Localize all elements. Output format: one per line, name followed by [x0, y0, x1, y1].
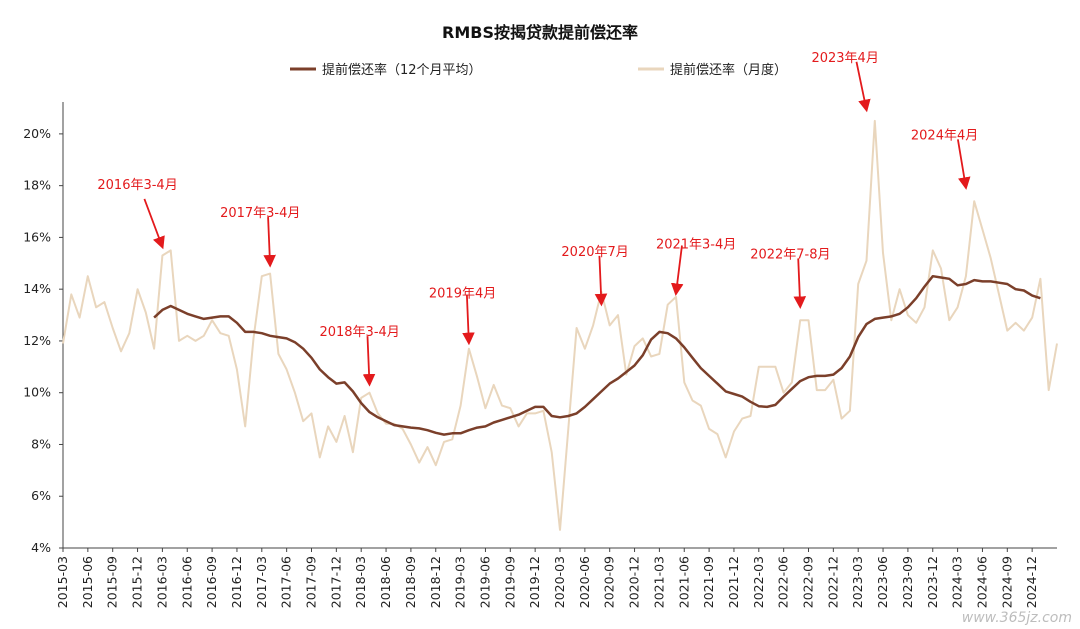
x-tick-label: 2016-03	[154, 556, 169, 608]
x-tick-label: 2021-03	[651, 556, 666, 608]
annotation-arrow	[362, 336, 376, 387]
x-tick-label: 2015-03	[55, 556, 70, 608]
x-tick-label: 2018-12	[428, 556, 443, 608]
x-tick-label: 2021-06	[676, 556, 691, 608]
x-tick-label: 2019-09	[502, 556, 517, 608]
series-line-monthly	[62, 119, 1058, 531]
annotation-arrow	[594, 255, 608, 307]
x-tick-label: 2021-12	[726, 556, 741, 608]
x-tick-label: 2016-09	[204, 556, 219, 608]
x-tick-label: 2015-12	[130, 556, 145, 608]
annotation-label: 2023年4月	[811, 51, 878, 66]
watermark: www.365jz.com	[962, 610, 1072, 626]
y-tick-label: 8%	[31, 436, 51, 451]
annotation-label: 2024年4月	[911, 128, 978, 143]
x-tick-label: 2019-12	[527, 556, 542, 608]
annotation-label: 2017年3-4月	[220, 206, 300, 221]
y-tick-label: 12%	[23, 333, 51, 348]
annotation-arrow	[263, 217, 276, 268]
annotation-label: 2018年3-4月	[319, 325, 399, 340]
x-tick-label: 2022-12	[825, 556, 840, 608]
legend-label-monthly: 提前偿还率（月度）	[670, 62, 787, 78]
annotation-arrow	[670, 245, 684, 297]
x-tick-label: 2019-03	[453, 556, 468, 608]
x-tick-label: 2015-09	[105, 556, 120, 608]
x-tick-label: 2018-06	[378, 556, 393, 608]
annotation-arrow	[855, 61, 871, 113]
x-tick-label: 2024-09	[999, 556, 1014, 608]
annotation-label: 2020年7月	[561, 245, 628, 260]
y-tick-label: 18%	[23, 178, 51, 193]
x-tick-label: 2023-03	[850, 556, 865, 608]
annotation-label: 2021年3-4月	[656, 238, 736, 253]
x-tick-label: 2024-12	[1024, 556, 1039, 608]
x-tick-label: 2023-09	[900, 556, 915, 608]
x-tick-label: 2020-09	[602, 556, 617, 608]
x-tick-label: 2018-09	[403, 556, 418, 608]
annotation-arrow	[143, 198, 165, 250]
x-tick-label: 2020-12	[627, 556, 642, 608]
chart-title: RMBS按揭贷款提前偿还率	[442, 23, 638, 42]
x-tick-label: 2020-06	[577, 556, 592, 608]
annotation-arrow	[956, 139, 971, 190]
x-tick-label: 2015-06	[80, 556, 95, 608]
x-tick-label: 2016-12	[229, 556, 244, 608]
annotation-label: 2019年4月	[429, 287, 496, 302]
legend-label-avg: 提前偿还率（12个月平均）	[322, 62, 482, 78]
y-tick-label: 14%	[23, 281, 51, 296]
y-tick-label: 6%	[31, 488, 51, 503]
annotation-arrow	[793, 258, 807, 309]
annotation-label: 2016年3-4月	[97, 178, 177, 193]
x-tick-label: 2024-03	[950, 556, 965, 608]
x-tick-label: 2016-06	[179, 556, 194, 608]
x-tick-label: 2022-06	[776, 556, 791, 608]
y-tick-label: 20%	[23, 126, 51, 141]
y-tick-label: 10%	[23, 385, 51, 400]
annotations: 2016年3-4月 2017年3-4月 2018年3-4月 2019年4月 2020年7…	[97, 51, 978, 387]
series-line-avg	[153, 274, 1041, 436]
x-tick-label: 2017-03	[254, 556, 269, 608]
x-tick-label: 2022-09	[801, 556, 816, 608]
plot-area	[62, 119, 1058, 531]
x-tick-label: 2017-09	[304, 556, 319, 608]
x-tick-label: 2017-06	[279, 556, 294, 608]
y-tick-label: 4%	[31, 540, 51, 555]
x-tick-label: 2017-12	[328, 556, 343, 608]
x-tick-label: 2019-06	[477, 556, 492, 608]
x-tick-label: 2024-06	[974, 556, 989, 608]
legend: 提前偿还率（12个月平均） 提前偿还率（月度）	[290, 62, 787, 78]
x-tick-label: 2018-03	[353, 556, 368, 608]
x-tick-label: 2023-06	[875, 556, 890, 608]
x-tick-label: 2022-03	[751, 556, 766, 608]
y-tick-label: 16%	[23, 229, 51, 244]
x-tick-label: 2023-12	[925, 556, 940, 608]
x-tick-label: 2021-09	[701, 556, 716, 608]
annotation-label: 2022年7-8月	[750, 247, 830, 262]
axes: 4% 6% 8% 10% 12% 14% 16% 18% 20% 2015-03 2015-06 20…	[23, 102, 1057, 608]
x-tick-label: 2020-03	[552, 556, 567, 608]
annotation-arrow	[462, 294, 475, 346]
